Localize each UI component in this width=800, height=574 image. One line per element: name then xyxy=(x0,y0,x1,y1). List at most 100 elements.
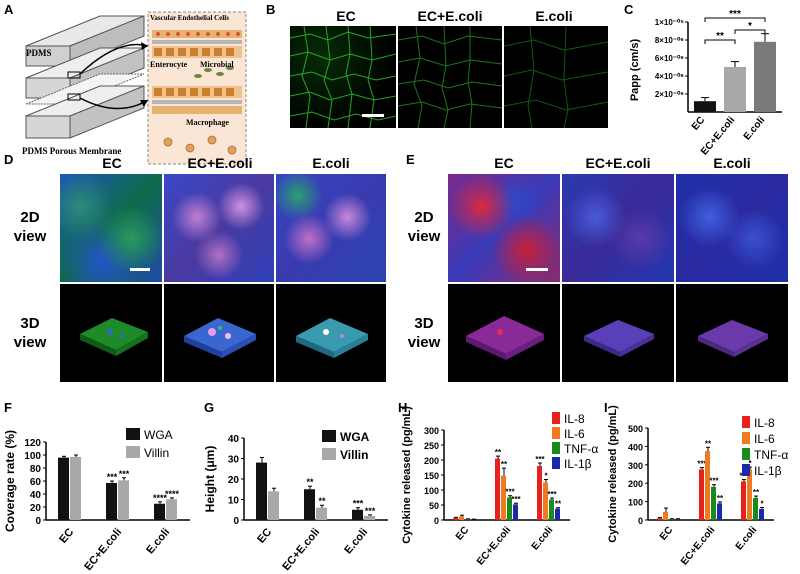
e-3d-ec-ecoli-block xyxy=(584,320,654,357)
d-3d-ec xyxy=(60,284,162,382)
sig-marker: **** xyxy=(153,493,168,503)
ytick-label: 400 xyxy=(628,442,643,452)
legend-swatch xyxy=(742,432,750,444)
ytick-label: 40 xyxy=(228,434,240,445)
c-ytick-label: 1×10⁻⁰⁵ xyxy=(655,18,684,27)
pdms-label: PDMS xyxy=(26,48,52,58)
c-bar xyxy=(694,101,716,112)
bar xyxy=(717,503,722,520)
e-3d-label: 3D xyxy=(414,315,434,332)
d-3d-ec-ecoli xyxy=(164,284,274,382)
bar xyxy=(747,469,752,520)
bar xyxy=(154,503,165,520)
legend-swatch xyxy=(552,412,560,424)
chart-i: 0 100 200 300 400 500 Cytokine released (pg/mL… xyxy=(607,405,788,568)
bar xyxy=(352,509,363,520)
ytick-label: 200 xyxy=(424,456,439,466)
e-2d-ec xyxy=(448,174,560,282)
legend-label: IL-1β xyxy=(754,464,782,478)
d-3d-label: 3D xyxy=(20,315,40,332)
chart-h: 0 50 100 150 200 250 300 Cytokine released (pg/… xyxy=(401,406,598,568)
y-axis-label: Height (μm) xyxy=(204,446,217,513)
xtick-label: EC xyxy=(454,525,471,543)
ytick-label: 50 xyxy=(429,501,439,511)
scale-bar xyxy=(130,268,150,271)
bar xyxy=(555,508,560,520)
macrophage-label: Macrophage xyxy=(186,118,229,127)
e-3d-ecoli-block xyxy=(698,320,768,357)
sig-marker: **** xyxy=(165,489,180,499)
c-bar xyxy=(754,41,776,112)
legend-label: WGA xyxy=(340,430,370,444)
porous-membrane xyxy=(25,73,145,105)
ytick-label: 100 xyxy=(424,486,439,496)
ytick-label: 0 xyxy=(35,516,41,527)
bar xyxy=(495,458,500,520)
b-image-ecoli xyxy=(504,26,608,128)
sig-marker: *** xyxy=(107,472,118,482)
bar xyxy=(501,475,506,520)
c-y-label: Papp (cm/s) xyxy=(629,38,641,101)
ytick-label: 40 xyxy=(30,490,42,501)
sig-marker: *** xyxy=(505,488,515,497)
bar xyxy=(106,482,117,520)
panel-label-a: A xyxy=(4,2,14,17)
sig-marker: *** xyxy=(547,490,557,499)
ytick-label: 20 xyxy=(228,475,240,486)
bar xyxy=(549,499,554,520)
bar xyxy=(663,511,668,520)
bar xyxy=(669,519,674,520)
panel-label-e: E xyxy=(406,152,415,167)
ytick-label: 0 xyxy=(233,516,239,527)
sig-marker: *** xyxy=(511,495,521,504)
bar xyxy=(699,469,704,520)
bar xyxy=(543,482,548,520)
bar xyxy=(304,489,315,520)
xtick-label: EC xyxy=(255,526,274,545)
sig-marker: *** xyxy=(535,455,545,464)
bar xyxy=(256,462,267,520)
bar xyxy=(759,508,764,520)
scale-bar xyxy=(526,268,548,271)
e-3d-view-label: 3D view xyxy=(400,314,448,352)
bar xyxy=(711,486,716,520)
sig-marker: ** xyxy=(318,496,326,506)
xtick-label: EC+E.coli xyxy=(679,525,717,568)
sig-marker: *** xyxy=(709,477,719,486)
panel-label-c: C xyxy=(624,2,634,17)
d-3d-view-label: 3D view xyxy=(0,314,60,352)
d-2d-ecoli xyxy=(276,174,386,282)
ytick-label: 80 xyxy=(30,464,42,475)
c-sig-marker: ** xyxy=(716,31,724,42)
b-ec-ecoli-membrane xyxy=(398,26,502,128)
bar xyxy=(268,491,279,520)
e-3d-ecoli xyxy=(676,284,788,382)
bar xyxy=(58,457,69,520)
y-axis-label: Cytokine released (pg/mL) xyxy=(401,406,413,544)
bar xyxy=(741,481,746,520)
d-3d-ecoli-block xyxy=(296,318,368,358)
bar xyxy=(453,517,458,520)
legend-swatch xyxy=(322,430,336,442)
y-axis-label: Coverage rate (%) xyxy=(4,430,17,532)
ytick-label: 20 xyxy=(30,503,42,514)
panel-e-header-ec-ecoli: EC+E.coli xyxy=(585,155,651,171)
bar xyxy=(70,456,81,520)
ytick-label: 30 xyxy=(228,455,240,466)
d-2d-ec xyxy=(60,174,162,282)
sig-marker: * xyxy=(748,459,752,468)
ytick-label: 150 xyxy=(424,471,439,481)
ytick-label: 100 xyxy=(628,498,643,508)
c-ytick-label: 2×10⁻⁰⁶ xyxy=(655,90,684,99)
sig-marker: * xyxy=(544,472,548,481)
sig-marker: *** xyxy=(697,460,707,469)
legend-swatch xyxy=(552,427,560,439)
panel-b-header-ec-ecoli: EC+E.coli xyxy=(417,8,483,24)
ytick-label: 10 xyxy=(228,496,240,507)
c-sig-bracket xyxy=(704,17,766,22)
e-3d-ec-ecoli xyxy=(562,284,674,382)
device-schematic xyxy=(25,11,247,165)
e-2d-view-label: 2D view xyxy=(400,208,448,246)
bar xyxy=(507,497,512,520)
panel-label-d: D xyxy=(4,152,14,167)
